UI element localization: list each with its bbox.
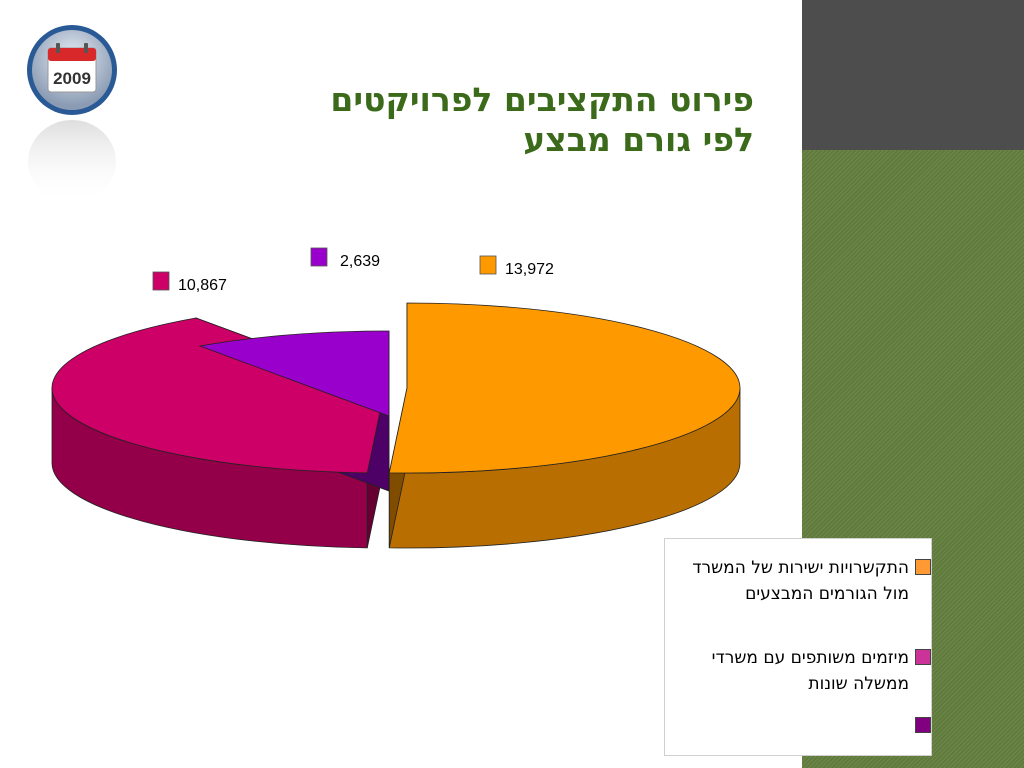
legend-item-joint: מיזמים משותפים עם משרדי ממשלה שונות: [689, 645, 931, 697]
title-line-1: פירוט התקציבים לפרויקטים: [330, 80, 754, 119]
data-label-marker-direct: [479, 255, 497, 275]
decor-stripe-dark: [802, 0, 1024, 150]
data-label-third: 2,639: [340, 253, 380, 270]
pie-slice-joint: [51, 317, 386, 474]
data-label-joint: 10,867: [178, 277, 227, 294]
legend-swatch-purple: [915, 717, 931, 733]
pie-chart: 13,972 10,867 2,639: [51, 247, 741, 549]
legend-label-direct: התקשרויות ישירות של המשרד מול הגורמים המ…: [692, 558, 909, 604]
chart-legend: התקשרויות ישירות של המשרד מול הגורמים המ…: [664, 538, 932, 756]
title-line-2: לפי גורם מבצע: [523, 120, 754, 159]
logo-year: 2009: [53, 69, 91, 88]
data-label-marker-joint: [152, 271, 170, 291]
pie-slice-third: [198, 330, 390, 417]
page-title: פירוט התקציבים לפרויקטים לפי גורם מבצע: [234, 80, 754, 160]
calendar-2009-icon: 2009: [27, 25, 117, 202]
pie-slice-direct: [388, 302, 741, 474]
data-label-direct: 13,972: [505, 261, 554, 278]
legend-swatch-magenta: [915, 649, 931, 665]
legend-label-joint: מיזמים משותפים עם משרדי ממשלה שונות: [711, 648, 909, 694]
data-labels: 13,972 10,867 2,639: [152, 247, 554, 294]
pie-slices: [51, 302, 741, 549]
legend-swatch-orange: [915, 559, 931, 575]
data-label-marker-third: [310, 247, 328, 267]
legend-item-direct: התקשרויות ישירות של המשרד מול הגורמים המ…: [689, 555, 931, 607]
